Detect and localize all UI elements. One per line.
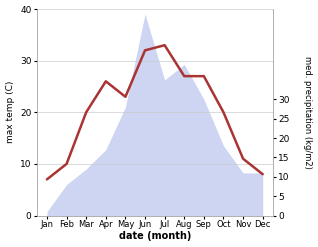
Y-axis label: med. precipitation (kg/m2): med. precipitation (kg/m2) [303, 56, 313, 169]
X-axis label: date (month): date (month) [119, 231, 191, 242]
Y-axis label: max temp (C): max temp (C) [5, 81, 15, 144]
